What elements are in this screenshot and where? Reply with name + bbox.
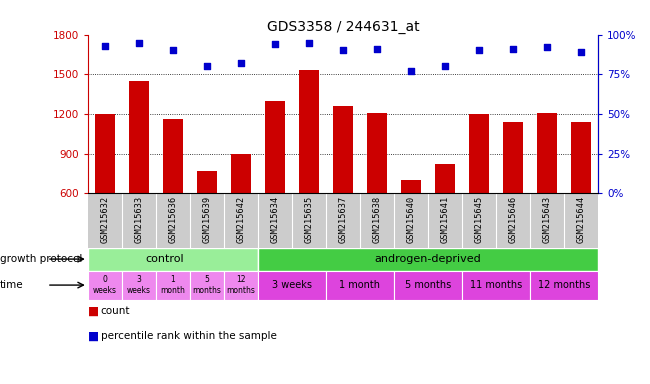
- Text: GSM215640: GSM215640: [406, 196, 415, 243]
- Bar: [190, 271, 224, 300]
- Point: [202, 63, 212, 70]
- Text: GSM215646: GSM215646: [508, 196, 517, 243]
- Text: 0
weeks: 0 weeks: [93, 275, 117, 295]
- Title: GDS3358 / 244631_at: GDS3358 / 244631_at: [266, 20, 419, 33]
- Text: control: control: [145, 254, 183, 264]
- Text: GSM215638: GSM215638: [372, 196, 382, 243]
- Text: GSM215636: GSM215636: [168, 196, 177, 243]
- Text: androgen-deprived: androgen-deprived: [374, 254, 481, 264]
- Bar: [469, 114, 489, 273]
- Bar: [196, 171, 217, 273]
- Bar: [394, 271, 462, 300]
- Point: [338, 47, 348, 53]
- Text: 3
weeks: 3 weeks: [127, 275, 151, 295]
- Point: [133, 40, 144, 46]
- Point: [99, 43, 110, 49]
- Point: [406, 68, 416, 74]
- Text: 12
months: 12 months: [226, 275, 255, 295]
- Text: ■: ■: [88, 305, 99, 318]
- Text: count: count: [101, 306, 130, 316]
- Bar: [265, 101, 285, 273]
- Bar: [224, 271, 258, 300]
- Text: GSM215641: GSM215641: [441, 196, 449, 243]
- Point: [439, 63, 450, 70]
- Point: [541, 44, 552, 50]
- Bar: [435, 164, 455, 273]
- Point: [235, 60, 246, 66]
- Bar: [162, 119, 183, 273]
- Bar: [156, 271, 190, 300]
- Point: [304, 40, 314, 46]
- Text: 1 month: 1 month: [339, 280, 380, 290]
- Point: [270, 41, 280, 47]
- Text: time: time: [0, 280, 23, 290]
- Bar: [400, 180, 421, 273]
- Text: 5
months: 5 months: [192, 275, 221, 295]
- Text: GSM215643: GSM215643: [543, 196, 551, 243]
- Bar: [462, 271, 530, 300]
- Text: GSM215637: GSM215637: [339, 196, 347, 243]
- Text: GSM215642: GSM215642: [237, 196, 245, 243]
- Text: percentile rank within the sample: percentile rank within the sample: [101, 331, 277, 341]
- Bar: [530, 271, 598, 300]
- Text: GSM215633: GSM215633: [135, 196, 143, 243]
- Bar: [94, 114, 115, 273]
- Text: GSM215635: GSM215635: [304, 196, 313, 243]
- Bar: [129, 81, 149, 273]
- Point: [508, 46, 518, 52]
- Bar: [367, 113, 387, 273]
- Text: GSM215632: GSM215632: [100, 196, 109, 243]
- Text: 3 weeks: 3 weeks: [272, 280, 312, 290]
- Bar: [258, 248, 598, 271]
- Text: 11 months: 11 months: [470, 280, 522, 290]
- Point: [474, 47, 484, 53]
- Bar: [326, 271, 394, 300]
- Point: [576, 49, 586, 55]
- Bar: [502, 122, 523, 273]
- Bar: [88, 271, 122, 300]
- Text: GSM215639: GSM215639: [202, 196, 211, 243]
- Text: GSM215634: GSM215634: [270, 196, 280, 243]
- Text: growth protocol: growth protocol: [0, 254, 83, 264]
- Text: 12 months: 12 months: [538, 280, 590, 290]
- Bar: [571, 122, 592, 273]
- Text: GSM215644: GSM215644: [577, 196, 586, 243]
- Bar: [298, 70, 319, 273]
- Text: ■: ■: [88, 329, 99, 343]
- Point: [168, 47, 178, 53]
- Bar: [231, 154, 251, 273]
- Bar: [258, 271, 326, 300]
- Bar: [122, 271, 156, 300]
- Text: GSM215645: GSM215645: [474, 196, 484, 243]
- Bar: [537, 113, 557, 273]
- Bar: [333, 106, 353, 273]
- Point: [372, 46, 382, 52]
- Text: 1
month: 1 month: [161, 275, 185, 295]
- Bar: [88, 248, 258, 271]
- Text: 5 months: 5 months: [405, 280, 451, 290]
